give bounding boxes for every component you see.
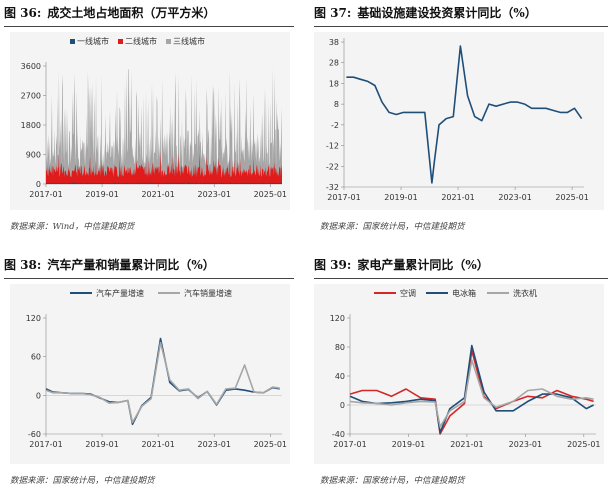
x-tick-label: 2023-01 — [509, 440, 542, 449]
legend-label: 汽车销量增速 — [184, 288, 232, 298]
chart-area: -32 -22 -12 -2 8 18 28 38 2017-01 2019-01 2021-01 2… — [314, 32, 604, 210]
y-tick-label: 60 — [31, 353, 41, 362]
legend-label: 汽车产量增速 — [96, 288, 144, 298]
series-area-tier3 — [46, 67, 282, 184]
series-line — [349, 359, 594, 428]
x-tick-label: 2023-01 — [198, 190, 231, 199]
x-tick-label: 2017-01 — [29, 190, 62, 199]
x-tick-label: 2019-01 — [85, 190, 118, 199]
chart-svg: -32 -22 -12 -2 8 18 28 38 2017-01 2019-01 2021-01 2… — [326, 38, 589, 202]
y-tick-label: 0 — [36, 391, 41, 400]
y-tick-label: 0 — [340, 401, 345, 410]
legend-label: 三线城市 — [173, 36, 205, 46]
series-line — [346, 45, 583, 184]
legend-swatch — [70, 39, 75, 44]
chart-svg: 0 900 1800 2700 3600 2017-01 2019-01 2021-01 202… — [21, 36, 287, 199]
chart-area: -40 0 40 80 120 2017-01 2019-01 2021-01 2023-01 2… — [314, 284, 604, 464]
x-tick-label: 2019-01 — [85, 440, 118, 449]
y-tick-label: 3600 — [21, 62, 41, 71]
chart-svg: -40 0 40 80 120 2017-01 2019-01 2021-01 2023-01 2… — [330, 288, 601, 449]
figure-number: 图 38: — [4, 258, 42, 272]
y-tick-label: 120 — [26, 314, 41, 323]
chart-area: -60 0 60 120 2017-01 2019-01 2021-01 2023-01 202… — [10, 284, 290, 464]
legend-label: 一线城市 — [77, 36, 109, 46]
figure-number: 图 39: — [314, 258, 352, 272]
x-tick-label: 2025-01 — [254, 190, 287, 199]
y-tick-label: 8 — [334, 100, 339, 109]
panel-fig39: 图 39: 家电产量累计同比（%） -40 0 40 80 120 2017-01 2019-… — [314, 256, 608, 488]
title-rule — [4, 278, 294, 279]
title-rule — [314, 278, 608, 279]
y-tick-label: -2 — [331, 121, 339, 130]
x-tick-label: 2017-01 — [29, 440, 62, 449]
y-tick-label: 120 — [330, 314, 345, 323]
series-line — [45, 341, 280, 424]
figure-title: 图 37: 基础设施建设投资累计同比（%） — [314, 4, 537, 22]
x-tick-label: 2025-01 — [567, 440, 600, 449]
x-tick-label: 2021-01 — [141, 440, 174, 449]
data-source: 数据来源：国家统计局，中信建投期货 — [320, 222, 465, 232]
panel-fig36: 图 36: 成交土地占地面积（万平方米） 0 900 1800 2700 3600 2017… — [4, 4, 294, 236]
series-area-tier2 — [46, 150, 282, 184]
figure-title: 图 38: 汽车产量和销量累计同比（%） — [4, 256, 215, 274]
y-tick-label: 28 — [329, 59, 339, 68]
legend-label: 洗衣机 — [513, 288, 537, 298]
x-tick-label: 2023-01 — [498, 193, 531, 202]
title-rule — [4, 26, 294, 27]
x-tick-label: 2021-01 — [141, 190, 174, 199]
x-tick-label: 2019-01 — [384, 193, 417, 202]
x-tick-label: 2025-01 — [555, 193, 588, 202]
x-tick-label: 2023-01 — [198, 440, 231, 449]
y-tick-label: 900 — [26, 151, 41, 160]
title-rule — [314, 26, 608, 27]
y-tick-label: 40 — [335, 372, 345, 381]
panel-fig37: 图 37: 基础设施建设投资累计同比（%） -32 -22 -12 -2 8 18 28 38 2… — [314, 4, 608, 236]
chart-area: 0 900 1800 2700 3600 2017-01 2019-01 2021-01 202… — [10, 32, 290, 210]
legend-label: 空调 — [400, 288, 416, 298]
legend-swatch — [166, 39, 171, 44]
y-tick-label: 38 — [329, 38, 339, 47]
data-source: 数据来源：Wind，中信建投期货 — [10, 222, 135, 232]
figure-caption: 成交土地占地面积（万平方米） — [47, 6, 216, 20]
y-tick-label: -60 — [28, 430, 41, 439]
y-tick-label: -22 — [326, 162, 339, 171]
x-tick-label: 2025-01 — [254, 440, 287, 449]
series-line — [349, 344, 594, 434]
figure-title: 图 39: 家电产量累计同比（%） — [314, 256, 489, 274]
figure-number: 图 37: — [314, 6, 352, 20]
y-tick-label: 2700 — [21, 92, 41, 101]
y-tick-label: 0 — [36, 180, 41, 189]
y-tick-label: 80 — [335, 343, 345, 352]
x-tick-label: 2017-01 — [333, 440, 366, 449]
figure-number: 图 36: — [4, 6, 42, 20]
legend-label: 电冰箱 — [452, 288, 476, 298]
x-tick-label: 2021-01 — [441, 193, 474, 202]
panel-fig38: 图 38: 汽车产量和销量累计同比（%） -60 0 60 120 2017-01 2019… — [4, 256, 294, 488]
y-tick-label: 1800 — [21, 121, 41, 130]
figure-caption: 基础设施建设投资累计同比（%） — [357, 6, 537, 20]
x-tick-label: 2017-01 — [327, 193, 360, 202]
chart-svg: -60 0 60 120 2017-01 2019-01 2021-01 2023-01 202… — [26, 288, 287, 449]
legend-label: 二线城市 — [125, 36, 157, 46]
y-tick-label: -32 — [326, 183, 339, 192]
series-area-tier1 — [46, 182, 282, 184]
x-tick-label: 2021-01 — [450, 440, 483, 449]
y-tick-label: -40 — [332, 430, 345, 439]
x-tick-label: 2019-01 — [392, 440, 425, 449]
figure-title: 图 36: 成交土地占地面积（万平方米） — [4, 4, 215, 22]
figure-caption: 汽车产量和销量累计同比（%） — [47, 258, 215, 272]
y-tick-label: -12 — [326, 142, 339, 151]
figure-caption: 家电产量累计同比（%） — [357, 258, 489, 272]
y-tick-label: 18 — [329, 79, 339, 88]
data-source: 数据来源：国家统计局，中信建投期货 — [10, 476, 155, 486]
legend-swatch — [118, 39, 123, 44]
data-source: 数据来源：国家统计局，中信建投期货 — [320, 476, 465, 486]
